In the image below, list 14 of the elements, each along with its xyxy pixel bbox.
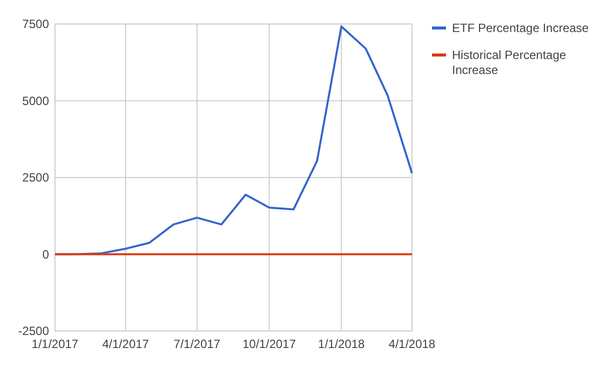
- legend-label: ETF Percentage Increase: [452, 21, 590, 35]
- y-tick-label: 0: [42, 247, 50, 262]
- y-tick-label: -2500: [18, 324, 50, 338]
- x-tick-label: 4/1/2018: [388, 337, 436, 351]
- y-tick-label: 7500: [22, 17, 50, 31]
- line-series: [54, 25, 413, 256]
- x-tick-label: 4/1/2017: [102, 337, 150, 351]
- y-tick-label: 5000: [22, 94, 50, 108]
- x-tick-label: 1/1/2018: [318, 337, 366, 351]
- x-tick-label: 10/1/2017: [242, 337, 296, 351]
- legend-label: Historical Percentage Increase: [452, 48, 566, 77]
- x-tick-label: 7/1/2017: [174, 337, 221, 351]
- x-tick-label: 1/1/2017: [32, 337, 79, 351]
- y-tick-label: 2500: [22, 170, 50, 184]
